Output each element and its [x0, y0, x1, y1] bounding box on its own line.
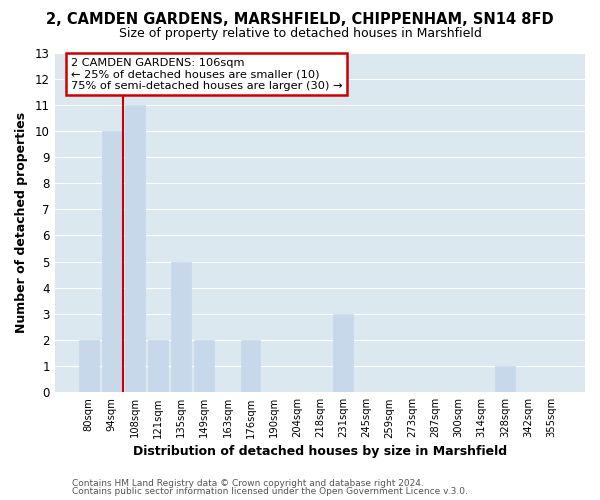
Text: Size of property relative to detached houses in Marshfield: Size of property relative to detached ho… [119, 28, 481, 40]
Bar [102, 131, 122, 392]
Bar [79, 340, 98, 392]
Bar [194, 340, 214, 392]
Bar [495, 366, 515, 392]
Bar [172, 262, 191, 392]
Bar [148, 340, 168, 392]
Bar [125, 105, 145, 393]
Text: Contains HM Land Registry data © Crown copyright and database right 2024.: Contains HM Land Registry data © Crown c… [72, 478, 424, 488]
Text: Contains public sector information licensed under the Open Government Licence v.: Contains public sector information licen… [72, 487, 468, 496]
Bar [333, 314, 353, 392]
Y-axis label: Number of detached properties: Number of detached properties [15, 112, 28, 333]
Text: 2, CAMDEN GARDENS, MARSHFIELD, CHIPPENHAM, SN14 8FD: 2, CAMDEN GARDENS, MARSHFIELD, CHIPPENHA… [46, 12, 554, 28]
Bar [241, 340, 260, 392]
X-axis label: Distribution of detached houses by size in Marshfield: Distribution of detached houses by size … [133, 444, 507, 458]
Text: 2 CAMDEN GARDENS: 106sqm
← 25% of detached houses are smaller (10)
75% of semi-d: 2 CAMDEN GARDENS: 106sqm ← 25% of detach… [71, 58, 342, 91]
